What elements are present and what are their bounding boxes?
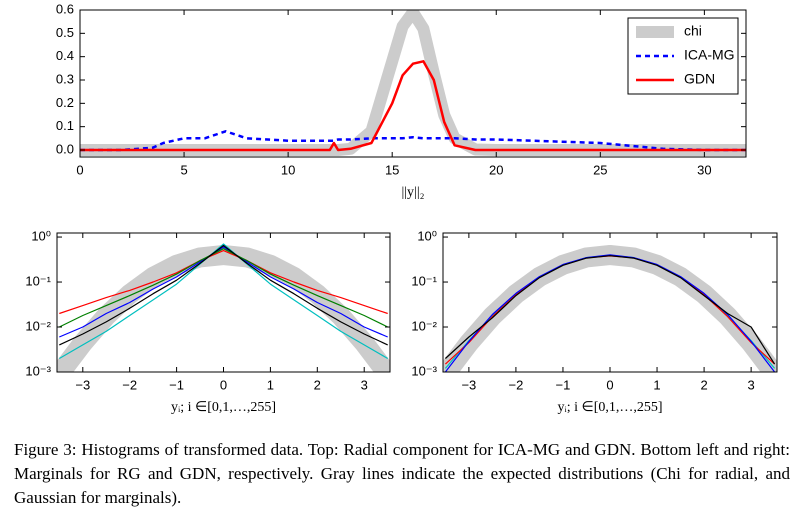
series-line — [59, 244, 388, 346]
x-tick-label: 0 — [76, 162, 83, 177]
x-tick-label: 1 — [267, 377, 274, 392]
series-line — [59, 246, 388, 338]
x-tick-label: 3 — [748, 377, 755, 392]
y-tick-label: 10⁻² — [25, 318, 51, 333]
plot-area — [443, 245, 777, 372]
y-tick-label: 10⁻² — [411, 318, 437, 333]
y-tick-label: 10⁻¹ — [25, 273, 51, 288]
plot-area — [57, 243, 390, 372]
x-tick-label: 0 — [220, 377, 227, 392]
y-tick-label: 10⁻³ — [411, 363, 437, 378]
x-axis-label: ||y||₂ — [401, 185, 424, 200]
legend-label: GDN — [684, 71, 715, 87]
x-tick-label: 3 — [361, 377, 368, 392]
x-tick-label: 2 — [700, 377, 707, 392]
caption: Figure 3: Histograms of transformed data… — [14, 440, 790, 507]
x-tick-label: −2 — [122, 377, 137, 392]
y-tick-label: 10⁰ — [417, 228, 437, 243]
x-tick-label: 5 — [180, 162, 187, 177]
x-tick-label: 30 — [697, 162, 711, 177]
y-tick-label: 0.4 — [56, 48, 74, 63]
y-tick-label: 0.6 — [56, 1, 74, 16]
x-tick-label: 15 — [385, 162, 399, 177]
series-line — [58, 243, 389, 360]
legend-label: chi — [684, 23, 702, 39]
x-tick-label: −1 — [169, 377, 184, 392]
x-tick-label: −3 — [461, 377, 476, 392]
x-tick-label: 1 — [653, 377, 660, 392]
x-axis-label: yᵢ; i ∈[0,1,…,255] — [557, 400, 662, 415]
y-tick-label: 0.1 — [56, 118, 74, 133]
y-tick-label: 0.2 — [56, 95, 74, 110]
series-line — [444, 255, 776, 365]
x-axis-label: yᵢ; i ∈[0,1,…,255] — [171, 400, 276, 415]
y-tick-label: 10⁰ — [31, 228, 51, 243]
x-tick-label: −1 — [556, 377, 571, 392]
x-tick-label: 20 — [489, 162, 503, 177]
x-tick-label: −3 — [75, 377, 90, 392]
series-line — [57, 245, 390, 372]
plot-area — [80, 10, 746, 156]
y-tick-label: 0.0 — [56, 141, 74, 156]
x-tick-label: 25 — [593, 162, 607, 177]
series-line — [59, 248, 388, 328]
series-line — [80, 130, 746, 152]
x-tick-label: −2 — [509, 377, 524, 392]
x-tick-label: 0 — [606, 377, 613, 392]
figure: 0 5 10 15 20 25 300.00.10.20.30.40.50.6||y||₂c… — [25, 1, 778, 415]
y-tick-label: 0.5 — [56, 25, 74, 40]
series-line — [59, 250, 388, 315]
x-tick-label: 10 — [281, 162, 295, 177]
legend-label: ICA-MG — [684, 47, 735, 63]
y-tick-label: 10⁻³ — [25, 363, 51, 378]
y-tick-label: 10⁻¹ — [411, 273, 437, 288]
series-line — [80, 60, 746, 152]
x-tick-label: 2 — [314, 377, 321, 392]
axes-frame — [79, 9, 747, 158]
y-tick-label: 0.3 — [56, 71, 74, 86]
